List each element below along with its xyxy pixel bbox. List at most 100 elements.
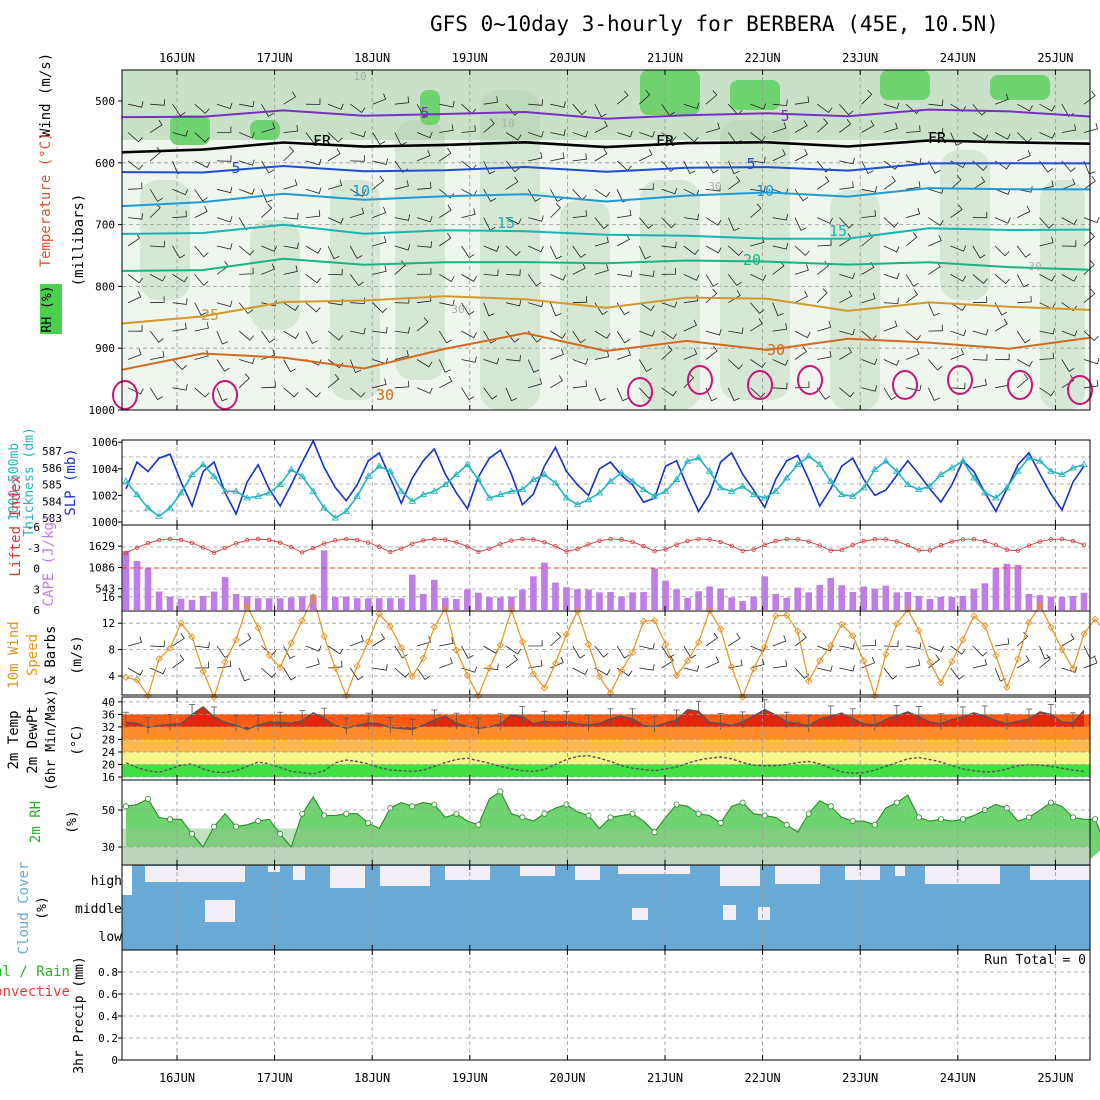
wind-barb <box>550 245 562 260</box>
wind-barb <box>572 262 586 275</box>
thickness-marker <box>188 470 196 478</box>
wind-barb <box>772 660 788 669</box>
date-label-top: 20JUN <box>549 51 585 65</box>
wind-barb <box>194 160 211 168</box>
wind-barb <box>327 103 344 110</box>
cape-bar <box>1069 595 1077 610</box>
lifted-index-marker <box>784 536 789 542</box>
wind-barb <box>1061 160 1076 173</box>
lifted-index-marker <box>795 537 800 542</box>
wind-barb <box>372 664 388 671</box>
wind-barb <box>594 387 606 402</box>
wind-barb <box>750 156 766 164</box>
wind-barb <box>972 245 986 259</box>
lifted-index-marker <box>839 547 844 553</box>
wind10m-marker <box>419 654 427 662</box>
thickness-marker <box>948 464 956 471</box>
lifted-index-marker <box>509 538 514 543</box>
wind-barb <box>216 660 232 669</box>
wind-barb <box>172 359 187 371</box>
cloud-gap <box>293 866 305 880</box>
cape-bar <box>486 597 493 610</box>
date-label-bottom: 19JUN <box>452 1071 488 1085</box>
wind10m-marker <box>1047 623 1055 631</box>
thickness-tick: 584 <box>42 495 62 508</box>
rh2m-tick: 30 <box>102 841 115 854</box>
rh2m-marker <box>695 810 702 817</box>
cloud-gap <box>575 866 600 880</box>
li-tick: 0 <box>33 563 40 576</box>
wind-barb <box>661 387 677 397</box>
wind-barb <box>750 103 767 110</box>
wind-barb <box>461 245 475 259</box>
wind-barb <box>127 232 141 247</box>
rh2m-label: 2m RH <box>28 801 44 843</box>
wind10m-marker <box>805 677 813 685</box>
slp-line <box>125 439 1085 517</box>
rh-high-blob <box>880 70 930 100</box>
wind-barb <box>1039 236 1054 247</box>
lifted-index-marker <box>1081 542 1087 547</box>
wind-barb <box>1061 359 1075 372</box>
wind-barb <box>683 348 698 360</box>
rh2m-marker <box>915 814 922 821</box>
wind-barb <box>239 188 255 195</box>
wind10m-marker <box>772 612 780 620</box>
wind-barb <box>528 377 543 389</box>
date-label-bottom: 18JUN <box>354 1071 390 1085</box>
wind-barb <box>261 667 277 678</box>
wind-barb <box>1061 124 1077 133</box>
cape-bar <box>166 596 174 610</box>
cape-bar <box>992 568 1000 610</box>
wind-barb <box>572 209 588 218</box>
wind-barb <box>305 330 318 345</box>
wind10m-marker <box>496 641 505 649</box>
pressure-tick: 500 <box>95 95 115 108</box>
wind10m-marker <box>970 612 978 620</box>
wind-barb <box>572 645 586 659</box>
rh2m-marker <box>1047 799 1054 806</box>
lifted-index-marker <box>432 536 437 542</box>
wind10m-marker <box>1058 645 1066 654</box>
wind-barb <box>372 132 386 146</box>
thickness-marker <box>782 474 791 481</box>
cloud-gap <box>775 866 820 884</box>
wind-barb <box>1061 274 1078 282</box>
wind-barb <box>728 359 743 370</box>
cape-bar <box>552 582 559 610</box>
rh2m-marker <box>717 819 724 826</box>
cape-bar <box>254 598 262 610</box>
wind-barb <box>172 103 186 117</box>
wind-barb <box>416 268 432 275</box>
wind-barb <box>327 217 344 224</box>
wind-barb <box>839 181 854 190</box>
cape-bar <box>1058 597 1066 610</box>
slp-tick: 1006 <box>92 436 119 449</box>
date-label-bottom: 16JUN <box>159 1071 195 1085</box>
wind-barb <box>238 373 250 389</box>
wind-barb <box>261 122 276 133</box>
upper-air-grid <box>122 70 1090 410</box>
cape-bar <box>530 576 537 610</box>
cape-bar <box>794 587 802 610</box>
wind-barb <box>727 217 740 232</box>
wind-barb <box>794 148 808 162</box>
wind10m-marker <box>221 658 229 666</box>
wind-barb <box>817 665 833 672</box>
lifted-index-marker <box>244 538 250 543</box>
rh-high-blob <box>420 90 440 125</box>
isotherm-label: FR <box>928 129 947 147</box>
wind-barb <box>350 188 366 197</box>
wind-barb <box>906 659 921 669</box>
wind-barb <box>239 159 255 166</box>
wind-barb <box>439 232 452 247</box>
rh2m-unit: (%) <box>65 810 80 833</box>
wind-barb <box>839 272 855 279</box>
wind-barb <box>416 216 433 223</box>
rh2m-marker <box>497 788 504 795</box>
wind10m-marker <box>761 643 769 651</box>
cape-bar <box>838 585 846 610</box>
cape-bar <box>453 599 460 610</box>
lifted-index-marker <box>916 548 922 553</box>
lifted-index-marker <box>410 541 415 547</box>
